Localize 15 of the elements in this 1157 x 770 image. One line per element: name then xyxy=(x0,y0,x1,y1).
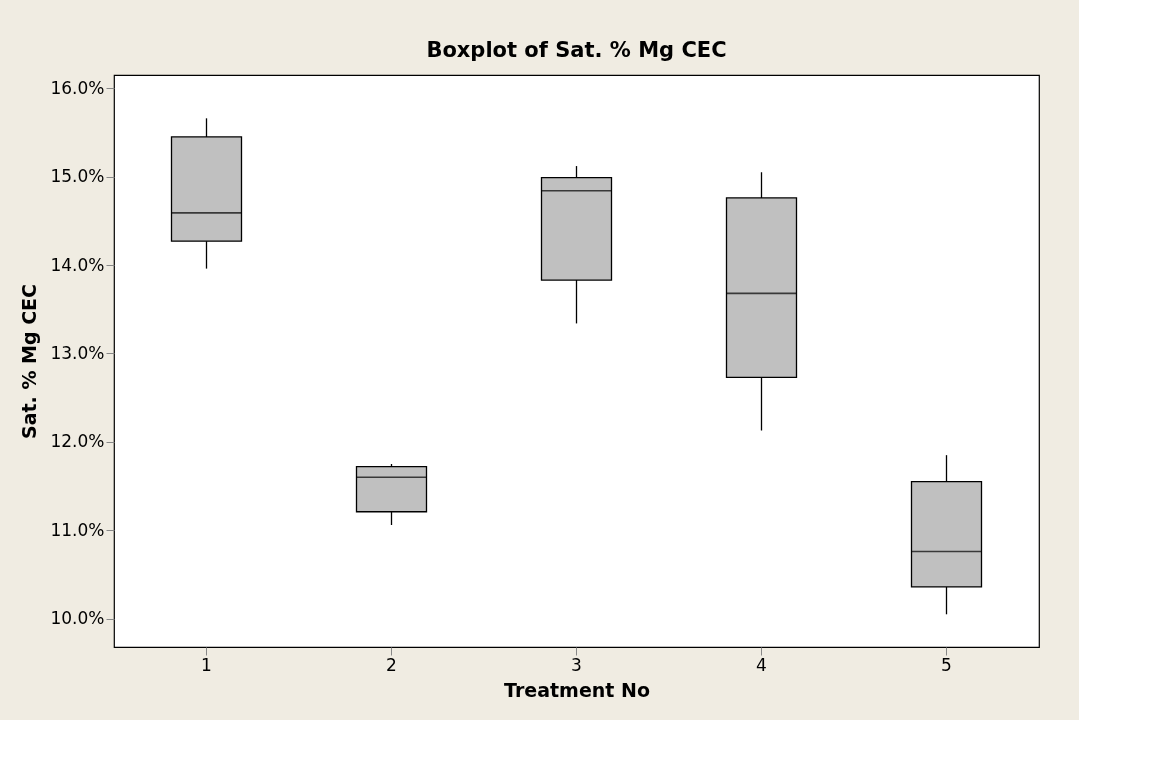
y-tick-label: 13.0% xyxy=(50,342,105,363)
x-tick-label: 2 xyxy=(386,654,397,675)
y-tick-label: 14.0% xyxy=(50,254,105,275)
y-tick-label: 10.0% xyxy=(50,608,105,629)
y-tick-label: 16.0% xyxy=(50,77,105,98)
x-tick-label: 5 xyxy=(941,654,952,675)
y-tick-label: 15.0% xyxy=(50,166,105,187)
chart-title: Boxplot of Sat. % Mg CEC xyxy=(426,38,727,62)
y-tick-label: 11.0% xyxy=(50,519,105,540)
x-tick-label: 1 xyxy=(201,654,212,675)
x-tick-label: 4 xyxy=(756,654,767,675)
y-tick-label: 12.0% xyxy=(50,431,105,452)
x-axis-title: Treatment No xyxy=(504,678,650,701)
y-axis-title: Sat. % Mg CEC xyxy=(18,283,41,440)
x-tick-label: 3 xyxy=(571,654,582,675)
